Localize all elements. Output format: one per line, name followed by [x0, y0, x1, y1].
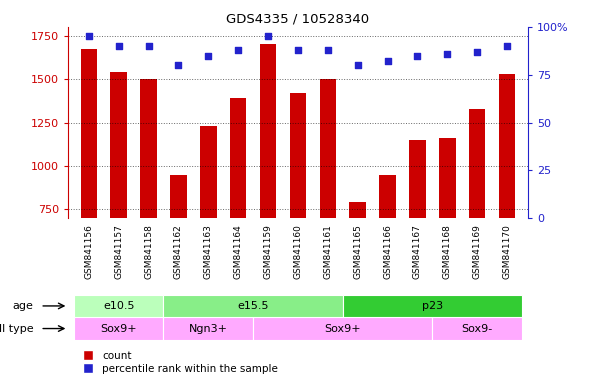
Point — [442, 51, 452, 57]
Bar — [170, 175, 186, 218]
Bar — [499, 74, 515, 218]
FancyBboxPatch shape — [74, 295, 163, 317]
Point — [84, 33, 93, 40]
Point — [503, 43, 512, 49]
Bar — [379, 175, 396, 218]
Text: e10.5: e10.5 — [103, 301, 135, 311]
Point — [173, 62, 183, 68]
FancyBboxPatch shape — [343, 295, 522, 317]
Text: GSM841170: GSM841170 — [503, 224, 512, 279]
Bar — [349, 202, 366, 218]
Text: GSM841168: GSM841168 — [443, 224, 452, 279]
Point — [263, 33, 273, 40]
Text: GSM841162: GSM841162 — [174, 224, 183, 279]
Text: Ngn3+: Ngn3+ — [189, 324, 228, 334]
Text: GSM841157: GSM841157 — [114, 224, 123, 279]
Bar — [140, 79, 157, 218]
Point — [144, 43, 153, 49]
Title: GDS4335 / 10528340: GDS4335 / 10528340 — [227, 13, 369, 26]
Bar — [260, 44, 276, 218]
Text: GSM841164: GSM841164 — [234, 224, 242, 279]
Text: GSM841159: GSM841159 — [264, 224, 273, 279]
Bar — [439, 138, 455, 218]
Text: GSM841158: GSM841158 — [144, 224, 153, 279]
Text: Sox9+: Sox9+ — [100, 324, 137, 334]
Text: Sox9-: Sox9- — [461, 324, 493, 334]
Text: GSM841156: GSM841156 — [84, 224, 93, 279]
FancyBboxPatch shape — [163, 317, 253, 340]
Bar — [200, 126, 217, 218]
Text: cell type: cell type — [0, 324, 34, 334]
FancyBboxPatch shape — [253, 317, 432, 340]
Text: Sox9+: Sox9+ — [324, 324, 361, 334]
Text: GSM841166: GSM841166 — [383, 224, 392, 279]
Legend: count, percentile rank within the sample: count, percentile rank within the sample — [73, 347, 282, 378]
Text: age: age — [12, 301, 34, 311]
Text: GSM841165: GSM841165 — [353, 224, 362, 279]
FancyBboxPatch shape — [163, 295, 343, 317]
Point — [293, 47, 303, 53]
Bar — [230, 98, 247, 218]
FancyBboxPatch shape — [74, 317, 163, 340]
Point — [413, 53, 422, 59]
Text: GSM841163: GSM841163 — [204, 224, 213, 279]
Bar — [320, 79, 336, 218]
Point — [473, 49, 482, 55]
Point — [353, 62, 362, 68]
Bar — [469, 109, 486, 218]
Point — [323, 47, 333, 53]
Bar — [290, 93, 306, 218]
Point — [383, 58, 392, 65]
Text: GSM841160: GSM841160 — [293, 224, 303, 279]
Text: GSM841169: GSM841169 — [473, 224, 482, 279]
Point — [234, 47, 243, 53]
Bar — [81, 50, 97, 218]
Text: GSM841167: GSM841167 — [413, 224, 422, 279]
Point — [114, 43, 123, 49]
Text: p23: p23 — [422, 301, 443, 311]
Point — [204, 53, 213, 59]
Bar — [110, 72, 127, 218]
Text: GSM841161: GSM841161 — [323, 224, 332, 279]
Bar — [409, 140, 426, 218]
Text: e15.5: e15.5 — [237, 301, 269, 311]
FancyBboxPatch shape — [432, 317, 522, 340]
